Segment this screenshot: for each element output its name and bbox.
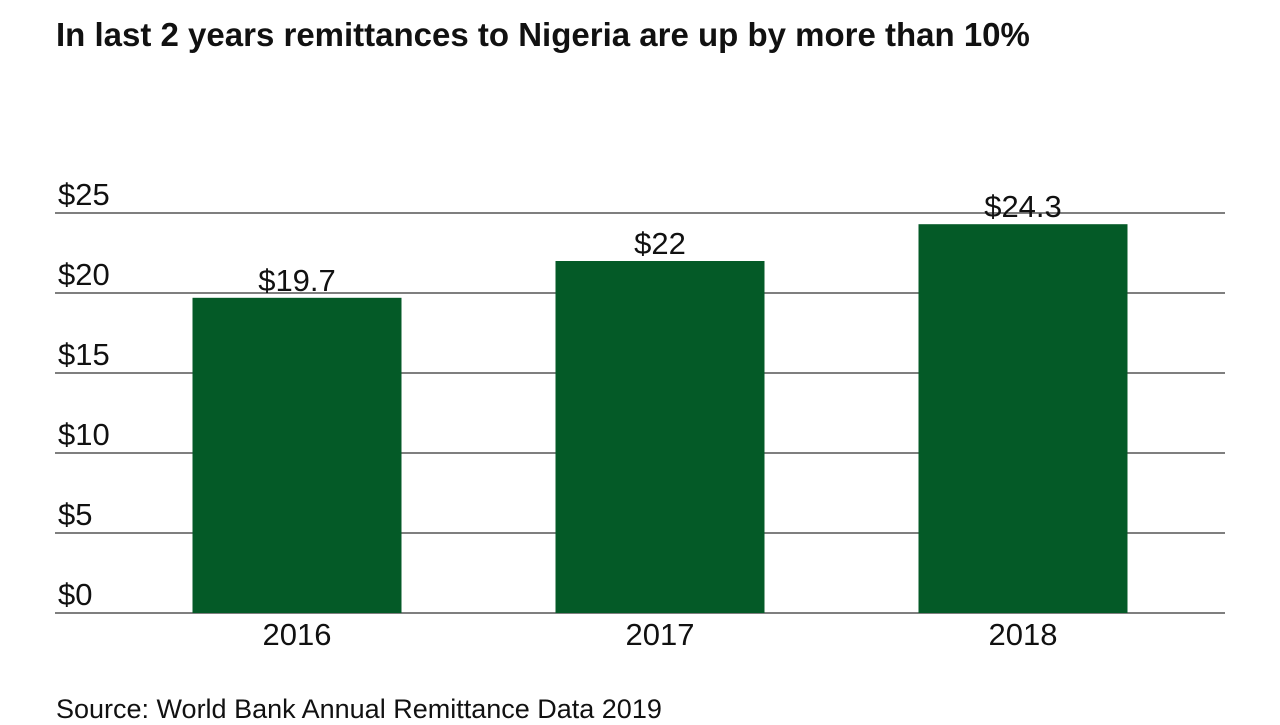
source-note: Source: World Bank Annual Remittance Dat… <box>56 694 662 724</box>
chart-title: In last 2 years remittances to Nigeria a… <box>56 16 1030 53</box>
y-tick-label: $20 <box>58 257 110 292</box>
bar <box>555 261 765 613</box>
x-tick-label: 2016 <box>263 617 332 652</box>
bar <box>192 297 402 613</box>
y-tick-label: $15 <box>58 337 110 372</box>
x-tick-label: 2018 <box>989 617 1058 652</box>
y-tick-label: $25 <box>58 177 110 212</box>
data-label: $22 <box>634 226 686 261</box>
y-tick-label: $10 <box>58 417 110 452</box>
bar <box>918 224 1128 613</box>
data-label: $19.7 <box>258 263 336 298</box>
x-tick-label: 2017 <box>626 617 695 652</box>
data-label: $24.3 <box>984 189 1062 224</box>
y-tick-label: $5 <box>58 497 92 532</box>
y-tick-label: $0 <box>58 577 92 612</box>
